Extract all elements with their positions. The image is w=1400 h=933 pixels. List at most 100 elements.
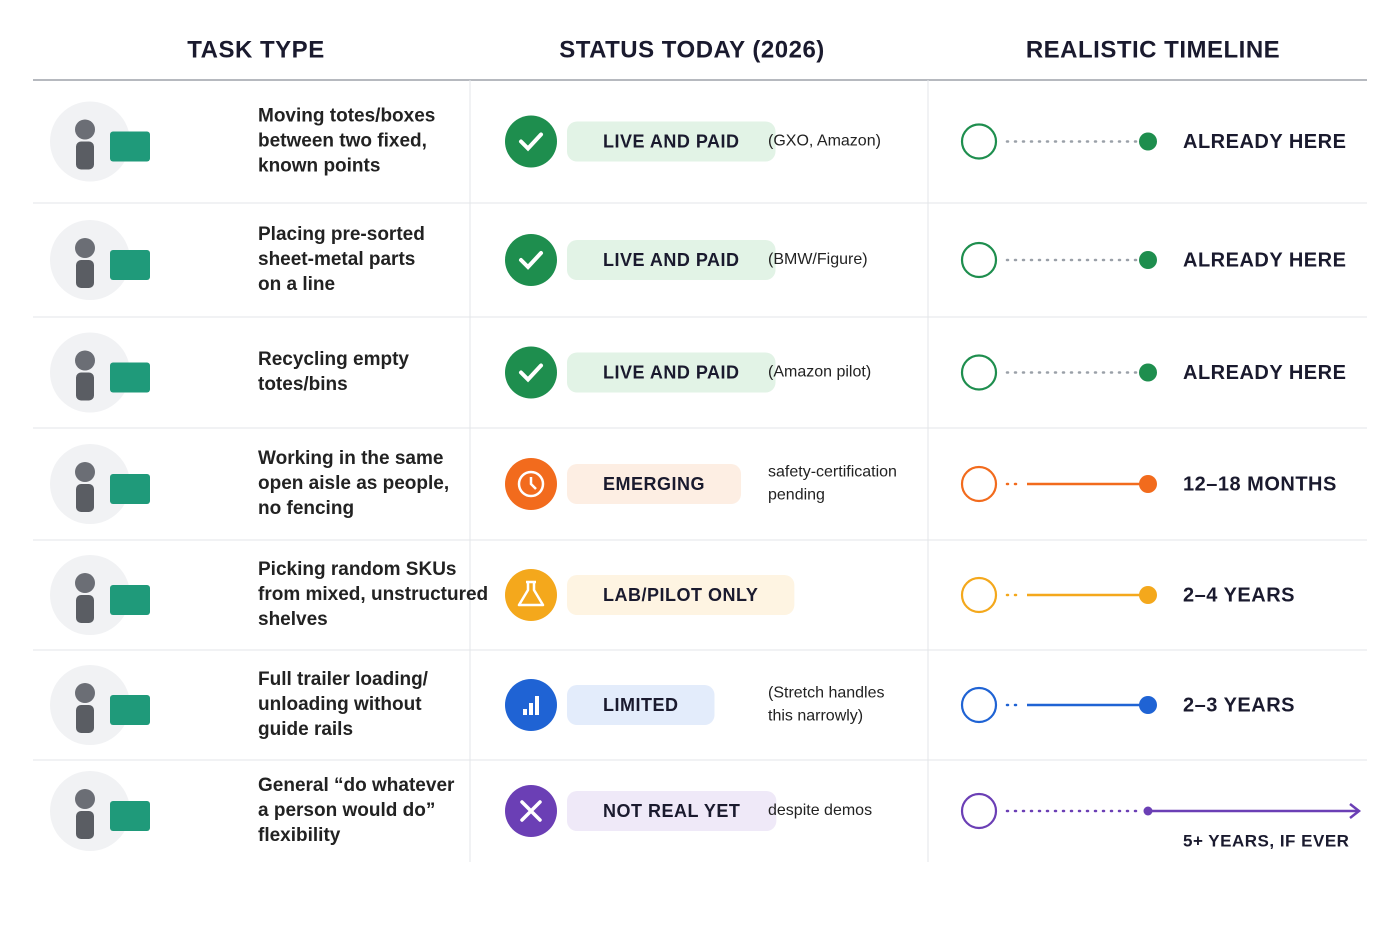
task-text: between two fixed, [258, 131, 427, 152]
timeline-label: ALREADY HERE [1183, 249, 1346, 271]
illustration-bg [50, 101, 130, 182]
illustration-box [110, 362, 150, 393]
task-text: Working in the same [258, 448, 443, 469]
status-pill [567, 685, 715, 725]
task-text: Placing pre-sorted [258, 224, 425, 245]
status-note: despite demos [768, 802, 872, 819]
task-text: on a line [258, 274, 335, 295]
illustration-robot [75, 119, 95, 140]
check-glyph [519, 132, 543, 152]
column-header: TASK TYPE [187, 36, 324, 63]
status-icon [505, 569, 557, 621]
status-label: NOT REAL YET [603, 801, 740, 821]
task-text: Picking random SKUs [258, 559, 457, 580]
timeline-label: 2–4 YEARS [1183, 584, 1295, 606]
status-note: safety-certification [768, 464, 897, 481]
illustration-robot [75, 573, 95, 593]
task-text: unloading without [258, 694, 422, 715]
timeline-end [1139, 251, 1157, 269]
illustration-bg [50, 665, 130, 745]
column-header: STATUS TODAY (2026) [559, 36, 825, 63]
column-header: REALISTIC TIMELINE [1026, 36, 1280, 63]
illustration-box [110, 695, 150, 725]
task-text: no fencing [258, 498, 354, 519]
illustration-robot [75, 462, 95, 482]
timeline-arrowhead [1349, 803, 1362, 819]
timeline-end [1139, 363, 1157, 382]
illustration-robot [76, 260, 94, 288]
illustration-box [110, 585, 150, 615]
status-label: LIVE AND PAID [603, 362, 740, 382]
timeline-label: ALREADY HERE [1183, 362, 1346, 384]
timeline-icon [960, 123, 998, 160]
task-text: Moving totes/boxes [258, 106, 435, 127]
timeline-end [1139, 475, 1157, 493]
bar-glyph [523, 709, 527, 715]
status-label: LIVE AND PAID [603, 131, 740, 151]
status-note: (Stretch handles [768, 685, 885, 702]
illustration-box [110, 474, 150, 504]
task-text: sheet-metal parts [258, 249, 415, 270]
status-note: (GXO, Amazon) [768, 133, 881, 150]
timeline-label: 2–3 YEARS [1183, 694, 1295, 716]
illustration-robot [75, 683, 95, 703]
status-icon [505, 346, 557, 399]
task-text: a person would do” [258, 800, 435, 821]
bar-glyph [529, 703, 533, 715]
clock-hand [529, 477, 537, 490]
illustration-box [110, 801, 150, 831]
timeline-icon [960, 576, 998, 614]
status-pill [567, 791, 777, 831]
clock-glyph [517, 470, 545, 498]
illustration-robot [75, 350, 95, 371]
status-note: (Amazon pilot) [768, 364, 871, 381]
illustration-robot [76, 811, 94, 839]
illustration-robot [75, 238, 95, 258]
illustration-robot [76, 705, 94, 733]
task-text: Full trailer loading/ [258, 669, 429, 690]
illustration-bg [50, 444, 130, 524]
status-note: (BMW/Figure) [768, 251, 868, 268]
timeline-label: 12–18 MONTHS [1183, 473, 1337, 495]
illustration-bg [50, 771, 130, 851]
task-text: shelves [258, 609, 328, 630]
status-label: LIVE AND PAID [603, 250, 740, 270]
illustration-robot [76, 372, 94, 401]
status-icon [505, 234, 557, 286]
task-text: General “do whatever [258, 775, 455, 796]
timeline-label: 5+ YEARS, IF EVER [1183, 831, 1349, 850]
status-label: LIMITED [603, 695, 679, 715]
illustration-box [110, 131, 150, 162]
status-pill [567, 464, 742, 504]
timeline-end [1139, 696, 1157, 714]
task-text: guide rails [258, 719, 353, 740]
task-text: totes/bins [258, 374, 348, 395]
check-glyph [519, 363, 543, 383]
illustration-box [110, 250, 150, 280]
flask-glyph [517, 580, 545, 607]
timeline-icon [960, 686, 998, 724]
illustration-robot [76, 141, 94, 170]
illustration-robot [76, 484, 94, 512]
timeline-icon [960, 465, 998, 503]
status-pill [567, 575, 795, 615]
x-glyph [520, 800, 542, 822]
bar-glyph [535, 696, 539, 715]
status-note: pending [768, 487, 825, 504]
task-text: Recycling empty [258, 349, 409, 370]
timeline-end [1139, 586, 1157, 604]
task-text: from mixed, unstructured [258, 584, 488, 605]
task-text: open aisle as people, [258, 473, 449, 494]
status-icon [505, 115, 557, 168]
status-note: this narrowly) [768, 708, 863, 725]
timeline-label: ALREADY HERE [1183, 131, 1346, 153]
status-label: LAB/PILOT ONLY [603, 585, 758, 605]
illustration-robot [75, 789, 95, 809]
status-pill [567, 352, 776, 393]
illustration-bg [50, 555, 130, 635]
timeline-icon [960, 354, 998, 391]
illustration-bg [50, 332, 130, 413]
task-text: known points [258, 156, 380, 177]
check-glyph [519, 251, 543, 270]
